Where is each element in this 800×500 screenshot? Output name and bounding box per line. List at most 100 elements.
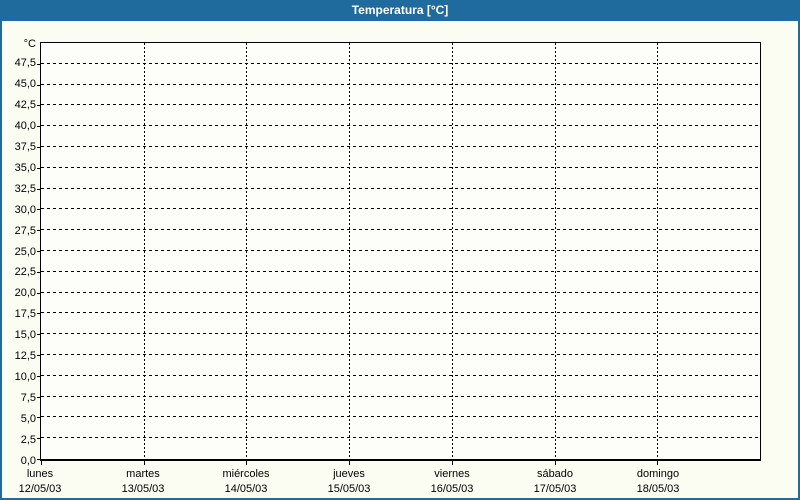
- y-axis-tick: [37, 147, 40, 148]
- x-day-date-label: 13/05/03: [121, 483, 165, 495]
- horizontal-gridline: [41, 416, 760, 418]
- horizontal-gridline: [41, 146, 760, 147]
- x-axis-tick: [554, 461, 556, 465]
- vertical-gridline: [554, 43, 556, 459]
- y-axis-tick-label: 40,0: [14, 119, 36, 132]
- y-axis-tick-label: 12,5: [14, 350, 36, 363]
- y-axis-tick-label: 27,5: [14, 224, 36, 237]
- y-axis-tick: [37, 105, 40, 107]
- y-axis-tick: [37, 459, 40, 460]
- chart-titlebar: Temperatura [°C]: [0, 0, 800, 21]
- x-day-date-label: 18/05/03: [636, 483, 680, 495]
- y-axis-tick: [37, 63, 40, 65]
- x-axis-day-label-group: domingo 18/05/03: [637, 467, 680, 496]
- y-axis-tick: [37, 417, 40, 419]
- x-day-name-label: jueves: [333, 468, 365, 480]
- y-axis-tick-label: 22,5: [14, 266, 36, 279]
- horizontal-gridline: [41, 104, 760, 106]
- x-day-name-label: domingo: [636, 468, 680, 480]
- y-axis-tick-label: 5,0: [20, 413, 36, 426]
- vertical-gridline: [246, 43, 248, 459]
- y-axis-tick-label: 0,0: [20, 455, 36, 467]
- vertical-gridline: [657, 43, 659, 459]
- y-axis-tick-label: 20,0: [14, 287, 36, 300]
- y-axis-tick: [37, 271, 40, 273]
- y-axis-tick-label: 37,5: [14, 140, 36, 153]
- x-day-date-label: 15/05/03: [327, 483, 371, 495]
- y-axis-tick-label: 15,0: [14, 329, 36, 342]
- y-axis-tick-label: 10,0: [14, 371, 36, 384]
- y-axis-tick-label: 35,0: [14, 161, 36, 174]
- y-axis-tick-label: 25,0: [14, 245, 36, 258]
- vertical-gridline: [451, 43, 453, 459]
- y-axis-tick: [37, 251, 40, 252]
- vertical-gridline: [143, 43, 145, 459]
- x-axis-day-label-group: martes 13/05/03: [122, 467, 165, 496]
- horizontal-gridline: [41, 83, 760, 85]
- vertical-gridline: [349, 43, 351, 459]
- x-day-date-label: 14/05/03: [224, 483, 268, 495]
- y-axis-tick-label: 2,5: [20, 434, 36, 447]
- y-axis-tick: [37, 126, 40, 128]
- horizontal-gridline: [41, 270, 760, 272]
- horizontal-gridline: [41, 62, 760, 64]
- x-day-name-label: sábado: [536, 468, 574, 480]
- y-axis-tick: [37, 188, 40, 190]
- y-axis-tick: [37, 292, 40, 294]
- horizontal-gridline: [41, 312, 760, 314]
- y-axis-tick-label: 7,5: [20, 392, 36, 405]
- x-axis-labels: lunes 12/05/03 martes 13/05/03 miércoles 14/0…: [19, 467, 761, 497]
- x-axis-tick: [349, 461, 351, 465]
- horizontal-gridline: [41, 250, 760, 251]
- y-axis-tick-label: 30,0: [14, 203, 36, 216]
- y-axis-tick: [37, 355, 40, 356]
- y-axis-tick: [37, 396, 40, 398]
- x-day-name-label: lunes: [26, 468, 54, 480]
- horizontal-gridline: [41, 437, 760, 439]
- x-day-date-label: 12/05/03: [18, 483, 62, 495]
- y-axis-tick: [37, 334, 40, 336]
- horizontal-gridline: [41, 291, 760, 293]
- y-axis-tick-labels: 47,5 45,0 42,5 40,0 37,5 35,0 32,5 30,0 27,5 25,0…: [0, 42, 36, 467]
- x-axis-day-label-group: sábado 17/05/03: [534, 467, 577, 496]
- x-day-name-label: martes: [126, 468, 160, 480]
- x-axis-day-label-group: lunes 12/05/03: [19, 467, 62, 496]
- x-axis-tick: [41, 461, 42, 465]
- horizontal-gridline: [41, 208, 760, 210]
- x-axis-day-label-group: jueves 15/05/03: [328, 467, 371, 496]
- y-axis-tick-label: 42,5: [14, 98, 36, 111]
- x-axis-tick: [451, 461, 453, 465]
- horizontal-gridline: [41, 374, 760, 376]
- horizontal-gridline: [41, 125, 760, 127]
- y-axis-tick: [37, 167, 40, 169]
- y-axis-tick-label: 17,5: [14, 308, 36, 321]
- x-axis-day-label-group: miércoles 14/05/03: [222, 467, 269, 496]
- horizontal-gridline: [41, 333, 760, 335]
- x-day-date-label: 16/05/03: [430, 483, 474, 495]
- x-day-name-label: viernes: [434, 468, 470, 480]
- plot-area: [40, 42, 761, 461]
- y-axis-tick: [37, 230, 40, 232]
- y-axis-unit-label: °C: [23, 38, 36, 50]
- y-axis-tick: [37, 375, 40, 377]
- y-axis-tick: [37, 438, 40, 440]
- y-axis-tick-label: 47,5: [14, 56, 36, 69]
- x-day-date-label: 17/05/03: [533, 483, 577, 495]
- y-axis-tick: [37, 209, 40, 211]
- x-axis-tick: [143, 461, 145, 465]
- x-axis-tick: [246, 461, 248, 465]
- y-axis-tick: [37, 84, 40, 86]
- x-day-name-label: miércoles: [222, 468, 270, 480]
- horizontal-gridline: [41, 395, 760, 397]
- y-axis-tick-label: 32,5: [14, 182, 36, 195]
- chart-title: Temperatura [°C]: [351, 3, 449, 17]
- x-axis-tick: [657, 461, 659, 465]
- horizontal-gridline: [41, 166, 760, 168]
- horizontal-gridline: [41, 187, 760, 189]
- y-axis-tick: [37, 313, 40, 315]
- horizontal-gridline: [41, 354, 760, 355]
- horizontal-gridline: [41, 229, 760, 231]
- y-axis-tick-label: 45,0: [14, 77, 36, 90]
- x-axis-day-label-group: viernes 16/05/03: [431, 467, 474, 496]
